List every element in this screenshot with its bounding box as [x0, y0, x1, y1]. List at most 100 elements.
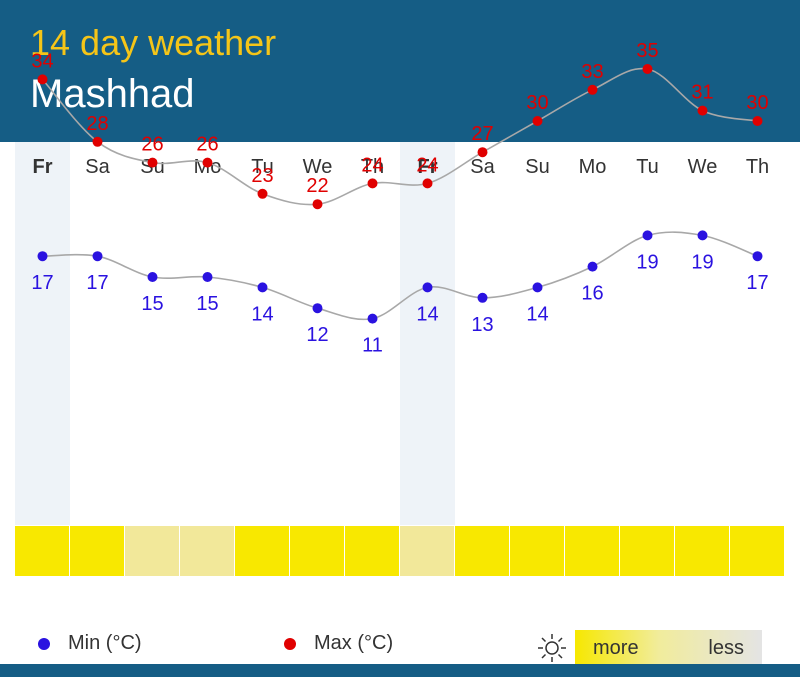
max-value-label: 24 — [416, 154, 438, 176]
min-value-label: 19 — [636, 251, 658, 273]
max-point — [257, 188, 268, 199]
max-value-label: 28 — [86, 113, 108, 135]
sunshine-cell — [400, 526, 455, 576]
max-point — [92, 136, 103, 147]
min-point — [642, 230, 653, 241]
max-value-label: 24 — [361, 154, 383, 176]
day-label: Fr — [32, 156, 53, 178]
legend-min: Min (°C) — [38, 632, 142, 655]
min-point — [147, 272, 158, 282]
sunshine-cell — [15, 526, 70, 576]
header: 14 day weather Mashhad — [0, 0, 800, 142]
max-point — [697, 105, 708, 116]
sunshine-less-label: less — [708, 637, 744, 659]
sunshine-cell — [125, 526, 180, 576]
legend-min-label: Min (°C) — [68, 632, 142, 654]
page-title: 14 day weather — [30, 22, 277, 63]
min-point — [312, 303, 323, 314]
max-value-label: 33 — [581, 61, 603, 83]
min-value-label: 17 — [746, 272, 768, 294]
day-label: Tu — [251, 156, 274, 178]
min-point — [257, 282, 268, 293]
sunshine-cell — [620, 526, 675, 576]
min-value-label: 13 — [471, 314, 493, 336]
day-label: Tu — [636, 156, 659, 178]
sunshine-cell — [455, 526, 510, 576]
min-value-label: 11 — [362, 335, 383, 357]
max-value-label: 22 — [306, 175, 328, 197]
max-value-label: 31 — [691, 82, 713, 104]
max-point — [147, 157, 158, 168]
max-dot-icon — [284, 637, 296, 650]
max-point — [532, 116, 543, 126]
day-label: Mo — [578, 156, 607, 178]
max-point — [422, 178, 433, 189]
highlight-column-today — [15, 142, 70, 525]
min-value-label: 17 — [86, 272, 108, 294]
day-label: Sa — [470, 156, 495, 178]
min-value-label: 16 — [581, 283, 603, 305]
min-value-label: 14 — [416, 303, 438, 325]
min-value-label: 15 — [196, 293, 218, 315]
max-value-label: 34 — [31, 50, 53, 72]
max-point — [477, 147, 488, 158]
min-value-label: 17 — [31, 272, 53, 294]
min-point — [202, 272, 213, 282]
legend-max: Max (°C) — [284, 632, 393, 655]
highlight-column-next-friday — [400, 142, 455, 525]
sunshine-cell — [675, 526, 730, 576]
max-value-label: 30 — [746, 92, 768, 114]
max-value-label: 27 — [471, 123, 493, 145]
day-label: Sa — [85, 156, 110, 178]
min-value-label: 19 — [691, 251, 713, 273]
sunshine-cell — [180, 526, 235, 576]
sunshine-more-label: more — [593, 637, 639, 659]
day-label: Th — [360, 156, 385, 178]
sun-icon — [538, 634, 566, 662]
sunshine-row — [15, 526, 785, 576]
sunshine-cell — [345, 526, 400, 576]
min-point — [752, 251, 763, 262]
sunshine-legend: more less — [575, 630, 762, 664]
sunshine-cell — [730, 526, 785, 576]
min-point — [422, 282, 433, 293]
max-point — [37, 74, 48, 85]
sunshine-cell — [565, 526, 620, 576]
max-point — [752, 116, 763, 126]
max-point — [367, 178, 378, 189]
min-point — [92, 251, 103, 262]
day-label: Fr — [417, 156, 438, 178]
min-value-label: 14 — [526, 303, 548, 325]
day-label: We — [302, 156, 333, 178]
max-value-label: 26 — [141, 134, 163, 156]
min-point — [532, 282, 543, 293]
day-label: Th — [745, 156, 770, 178]
min-point — [697, 230, 708, 241]
max-point — [642, 64, 653, 74]
max-value-label: 30 — [526, 92, 548, 114]
day-label: We — [687, 156, 718, 178]
min-point — [587, 261, 598, 272]
min-point — [367, 313, 378, 324]
min-value-label: 15 — [141, 293, 163, 315]
min-dot-icon — [38, 637, 50, 650]
day-label: Su — [525, 156, 550, 178]
sunshine-cell — [510, 526, 565, 576]
sunshine-cell — [235, 526, 290, 576]
max-value-label: 23 — [251, 165, 273, 187]
sunshine-cell — [70, 526, 125, 576]
max-point — [587, 84, 598, 95]
max-point — [202, 157, 213, 168]
max-value-label: 26 — [196, 134, 218, 156]
city-name: Mashhad — [30, 72, 195, 116]
min-series-line — [42, 231, 758, 321]
legend-max-label: Max (°C) — [314, 632, 394, 654]
max-value-label: 35 — [636, 40, 658, 62]
min-value-label: 14 — [251, 303, 273, 325]
footer-bar — [0, 664, 800, 677]
sunshine-cell — [290, 526, 345, 576]
min-point — [477, 292, 488, 303]
max-point — [312, 199, 323, 210]
min-point — [37, 251, 48, 262]
